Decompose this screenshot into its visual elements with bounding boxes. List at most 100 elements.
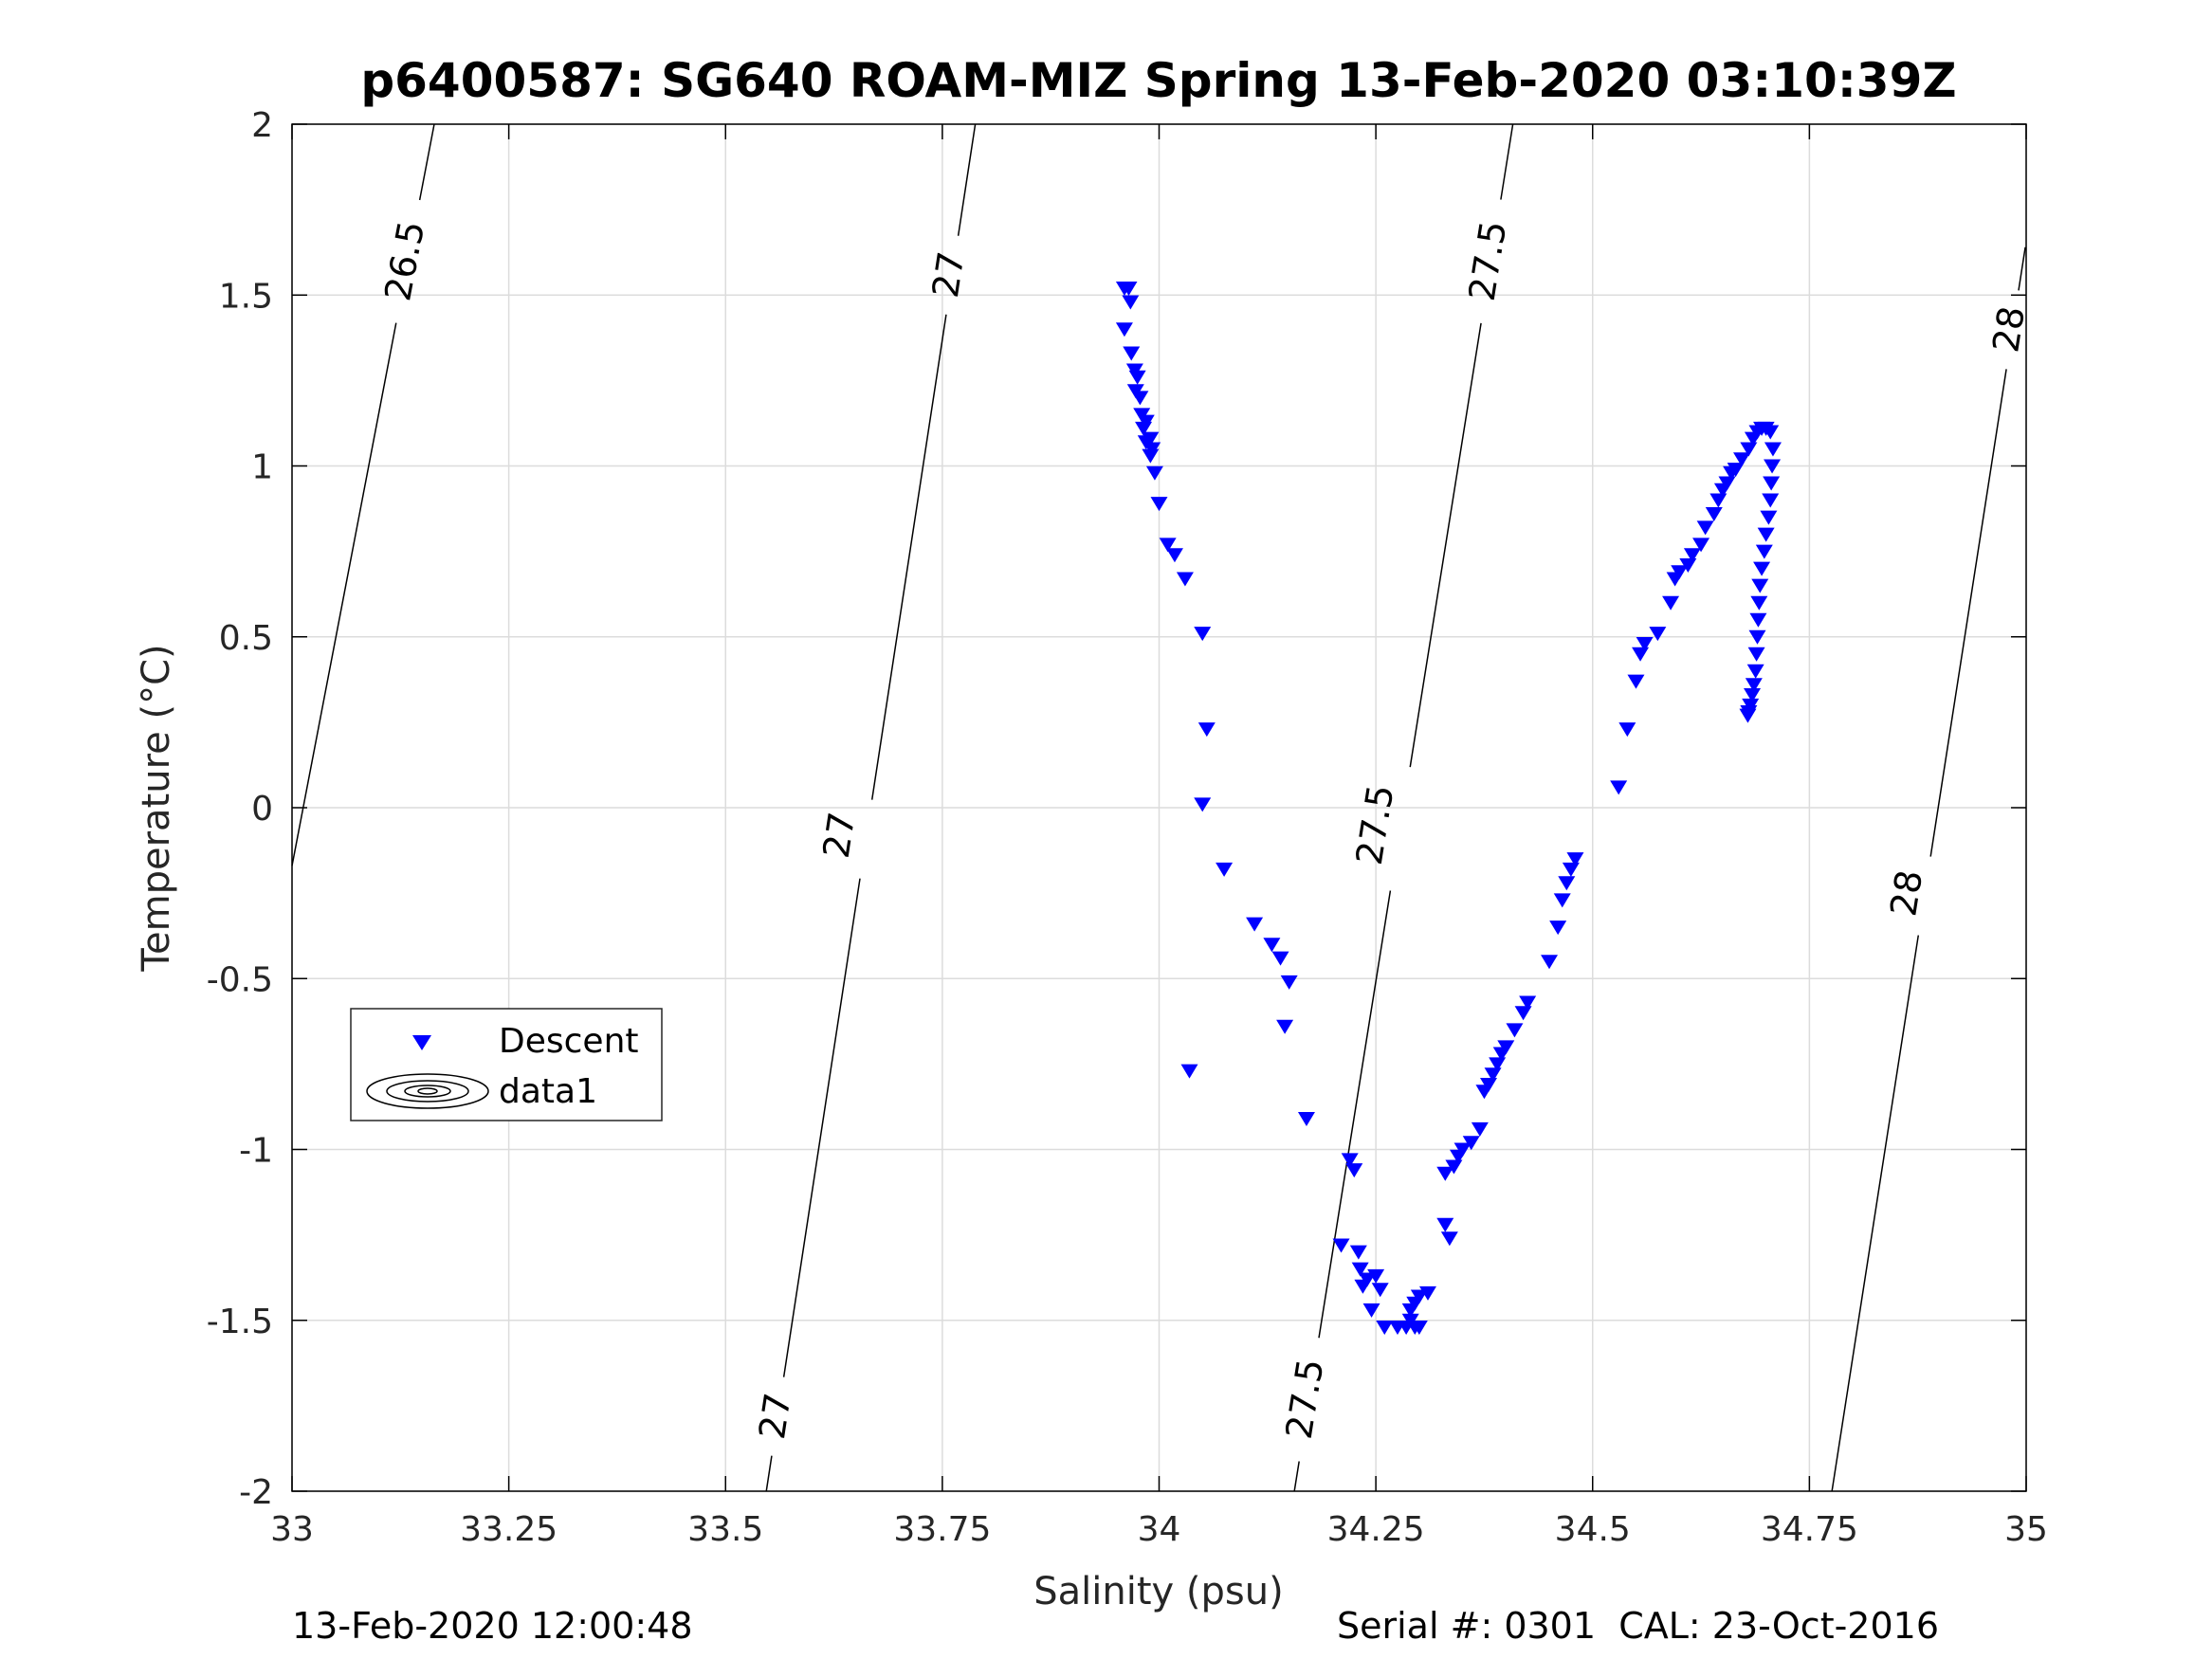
y-tick-label: -1: [239, 1132, 273, 1171]
isopycnal-line-27.5: [1409, 322, 1482, 768]
isopycnal-line-27: [782, 878, 861, 1377]
descent-point: [1246, 917, 1264, 932]
descent-point: [1436, 1217, 1454, 1232]
descent-point: [1440, 1231, 1458, 1247]
descent-point: [1755, 544, 1773, 559]
isopycnal-label: 28: [1984, 303, 2033, 356]
descent-point: [1764, 459, 1782, 474]
isopycnal-line-27: [957, 123, 977, 236]
legend-descent-label: Descent: [499, 1022, 639, 1061]
y-tick-label: -2: [239, 1473, 273, 1512]
descent-point: [1763, 476, 1781, 491]
descent-points: [1115, 282, 1782, 1335]
descent-point: [1410, 1320, 1428, 1335]
descent-point: [1692, 538, 1710, 553]
y-tick-label: -0.5: [207, 960, 273, 999]
descent-point: [1610, 780, 1628, 795]
descent-point: [1747, 647, 1765, 662]
descent-point: [1566, 852, 1584, 867]
x-tick-label: 34.5: [1555, 1510, 1631, 1549]
descent-point: [1618, 722, 1636, 738]
descent-point: [1748, 629, 1766, 645]
descent-point: [1341, 1153, 1359, 1168]
descent-point: [1662, 595, 1680, 611]
descent-point: [1351, 1262, 1369, 1277]
descent-point: [1649, 627, 1667, 642]
descent-point: [1727, 463, 1745, 478]
descent-point: [1745, 678, 1763, 693]
descent-point: [1753, 561, 1771, 576]
x-tick-label: 33.5: [687, 1510, 763, 1549]
y-tick-label: 1.5: [219, 277, 273, 316]
descent-point: [1376, 1320, 1394, 1335]
descent-point: [1135, 421, 1153, 436]
descent-point: [1280, 975, 1298, 990]
descent-point: [1462, 1136, 1480, 1151]
x-tick-label: 35: [2004, 1510, 2048, 1549]
descent-point: [1757, 527, 1775, 542]
descent-point: [1180, 1064, 1198, 1079]
isopycnal-line-26.5: [418, 123, 435, 201]
legend-data1-label: data1: [499, 1072, 597, 1111]
descent-point: [1122, 295, 1140, 310]
descent-point: [1739, 708, 1757, 723]
descent-point: [1497, 1040, 1515, 1055]
descent-point: [1128, 370, 1146, 385]
y-tick-label: 0.5: [219, 619, 273, 658]
footer-timestamp: 13-Feb-2020 12:00:48: [292, 1605, 693, 1647]
isopycnal-line-27.5: [1318, 890, 1392, 1339]
descent-point: [1263, 938, 1281, 953]
x-tick-label: 33.75: [893, 1510, 991, 1549]
descent-point: [1549, 921, 1567, 936]
isopycnal-line-27.5: [1293, 1461, 1300, 1492]
x-tick-label: 33.25: [460, 1510, 558, 1549]
descent-point: [1145, 465, 1163, 481]
descent-point: [1627, 674, 1645, 689]
isopycnal-label: 27: [815, 810, 864, 861]
legend-contour-icon: [366, 1073, 489, 1109]
isopycnal-label: 27: [751, 1390, 799, 1441]
descent-point: [1436, 1166, 1454, 1181]
y-tick-label: -1.5: [207, 1303, 273, 1341]
descent-point: [1165, 548, 1183, 563]
descent-point: [1541, 955, 1559, 970]
descent-point: [1345, 1163, 1363, 1178]
isopycnal-line-26.5: [291, 322, 397, 866]
descent-point: [1216, 862, 1234, 877]
descent-point: [1276, 1019, 1294, 1034]
descent-point: [1696, 520, 1714, 536]
descent-point: [1760, 510, 1778, 525]
descent-point: [1194, 797, 1212, 812]
descent-point: [1553, 893, 1571, 908]
descent-point: [1418, 1285, 1436, 1301]
descent-point: [1453, 1142, 1472, 1158]
y-tick-label: 1: [251, 448, 273, 487]
descent-point: [1367, 1268, 1385, 1284]
descent-point: [1751, 578, 1769, 593]
descent-point: [1683, 548, 1701, 563]
y-tick-label: 2: [251, 106, 273, 145]
chart-title: p6400587: SG640 ROAM-MIZ Spring 13-Feb-2…: [360, 53, 1956, 108]
legend: Descent data1: [350, 1008, 663, 1121]
descent-point: [1410, 1289, 1428, 1304]
footer-serial-cal: Serial #: 0301 CAL: 23-Oct-2016: [1337, 1605, 1940, 1647]
descent-point: [1744, 688, 1762, 703]
axis-ticks: 33 33.25 33.5 33.75 34 34.25 34.5 34.75 35 -2 -1.5…: [207, 106, 2048, 1549]
descent-point: [1150, 497, 1168, 512]
descent-point: [1115, 322, 1133, 337]
descent-point: [1362, 1303, 1380, 1318]
x-axis-label: Salinity (psu): [1033, 1570, 1283, 1613]
descent-point: [1332, 1238, 1350, 1253]
legend-box: [350, 1008, 663, 1121]
descent-point: [1197, 722, 1216, 738]
descent-point: [1349, 1245, 1367, 1260]
descent-point: [1764, 442, 1782, 457]
descent-point: [1519, 995, 1537, 1011]
descent-point: [1506, 1023, 1524, 1038]
descent-point: [1733, 452, 1751, 467]
descent-point: [1271, 951, 1289, 966]
descent-point: [1636, 636, 1654, 651]
descent-point: [1749, 612, 1767, 628]
descent-point: [1131, 391, 1149, 406]
